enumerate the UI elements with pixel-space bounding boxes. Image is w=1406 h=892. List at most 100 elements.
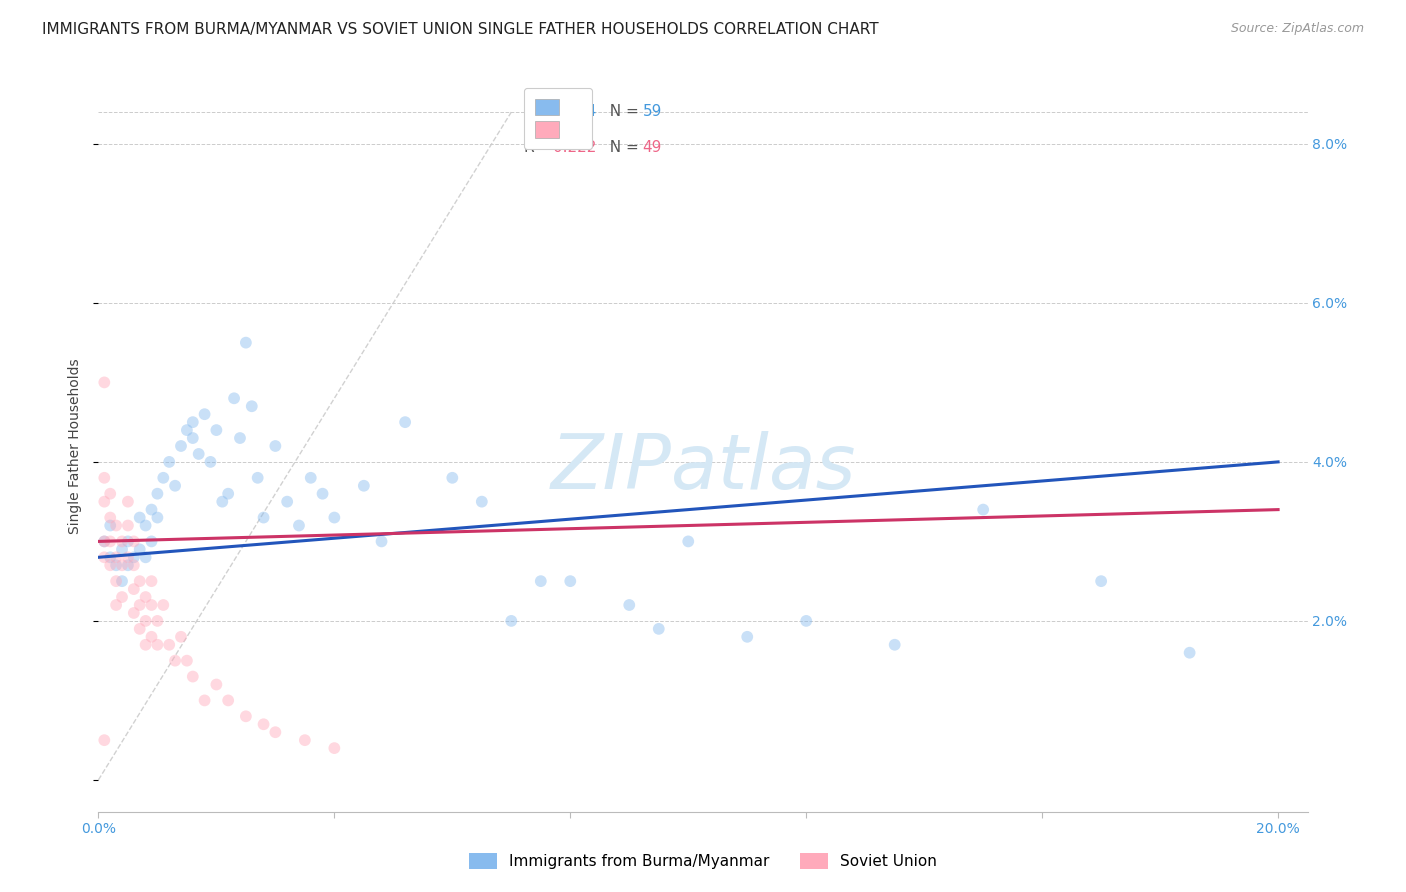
Point xyxy=(135,638,157,652)
Point xyxy=(98,518,121,533)
Point xyxy=(252,510,274,524)
Point xyxy=(176,423,198,437)
Point xyxy=(240,399,263,413)
Point xyxy=(117,494,139,508)
Point xyxy=(619,598,641,612)
Point xyxy=(883,638,905,652)
Point xyxy=(211,494,233,508)
Point xyxy=(176,654,198,668)
Point xyxy=(128,574,150,589)
Point xyxy=(170,630,193,644)
Text: IMMIGRANTS FROM BURMA/MYANMAR VS SOVIET UNION SINGLE FATHER HOUSEHOLDS CORRELATI: IMMIGRANTS FROM BURMA/MYANMAR VS SOVIET … xyxy=(42,22,879,37)
Point xyxy=(93,376,115,390)
Point xyxy=(93,534,115,549)
Point xyxy=(323,741,346,756)
Text: 49: 49 xyxy=(643,140,662,155)
Text: 59: 59 xyxy=(643,104,662,120)
Point xyxy=(157,455,180,469)
Point xyxy=(105,574,128,589)
Point xyxy=(122,606,145,620)
Point xyxy=(135,518,157,533)
Point xyxy=(194,407,217,421)
Point xyxy=(135,590,157,604)
Point xyxy=(98,486,121,500)
Text: N =: N = xyxy=(600,140,644,155)
Point xyxy=(972,502,994,516)
Point xyxy=(152,471,174,485)
Point xyxy=(217,486,239,500)
Point xyxy=(530,574,553,589)
Point xyxy=(181,669,204,683)
Point xyxy=(735,630,758,644)
Point xyxy=(194,693,217,707)
Point xyxy=(165,479,187,493)
Point xyxy=(294,733,316,747)
Point xyxy=(117,550,139,565)
Point xyxy=(122,550,145,565)
Point xyxy=(323,510,346,524)
Point xyxy=(264,439,287,453)
Point xyxy=(117,558,139,573)
Point xyxy=(98,510,121,524)
Point xyxy=(141,574,163,589)
Text: ZIPatlas: ZIPatlas xyxy=(550,431,856,505)
Point xyxy=(252,717,274,731)
Point xyxy=(152,598,174,612)
Point xyxy=(128,622,150,636)
Point xyxy=(117,534,139,549)
Point xyxy=(200,455,222,469)
Point xyxy=(165,654,187,668)
Point xyxy=(105,518,128,533)
Point xyxy=(111,558,134,573)
Point xyxy=(93,733,115,747)
Point xyxy=(141,534,163,549)
Point xyxy=(170,439,193,453)
Point xyxy=(1090,574,1112,589)
Text: Source: ZipAtlas.com: Source: ZipAtlas.com xyxy=(1230,22,1364,36)
Point xyxy=(205,677,228,691)
Point xyxy=(141,598,163,612)
Point xyxy=(128,542,150,557)
Point xyxy=(146,486,169,500)
Point xyxy=(135,550,157,565)
Point xyxy=(122,534,145,549)
Point xyxy=(111,534,134,549)
Point xyxy=(678,534,700,549)
Point xyxy=(111,590,134,604)
Point xyxy=(181,431,204,445)
Point xyxy=(93,534,115,549)
Point xyxy=(353,479,375,493)
Text: 0.222: 0.222 xyxy=(553,140,596,155)
Point xyxy=(128,510,150,524)
Point xyxy=(264,725,287,739)
Point xyxy=(135,614,157,628)
Text: R =: R = xyxy=(524,140,557,155)
Text: 0.204: 0.204 xyxy=(553,104,596,120)
Point xyxy=(1178,646,1201,660)
Point xyxy=(111,574,134,589)
Point xyxy=(93,494,115,508)
Point xyxy=(105,598,128,612)
Point xyxy=(648,622,671,636)
Point xyxy=(205,423,228,437)
Point xyxy=(217,693,239,707)
Point xyxy=(370,534,392,549)
Point xyxy=(311,486,333,500)
Point xyxy=(235,709,257,723)
Point xyxy=(560,574,582,589)
Point xyxy=(105,558,128,573)
Point xyxy=(146,614,169,628)
Point xyxy=(122,582,145,596)
Point xyxy=(141,502,163,516)
Point xyxy=(222,392,245,406)
Legend:   ,   : , xyxy=(524,88,592,149)
Point xyxy=(98,558,121,573)
Point xyxy=(111,542,134,557)
Point xyxy=(288,518,311,533)
Point xyxy=(394,415,416,429)
Point xyxy=(229,431,252,445)
Point xyxy=(187,447,209,461)
Point xyxy=(235,335,257,350)
Point xyxy=(501,614,523,628)
Point xyxy=(299,471,322,485)
